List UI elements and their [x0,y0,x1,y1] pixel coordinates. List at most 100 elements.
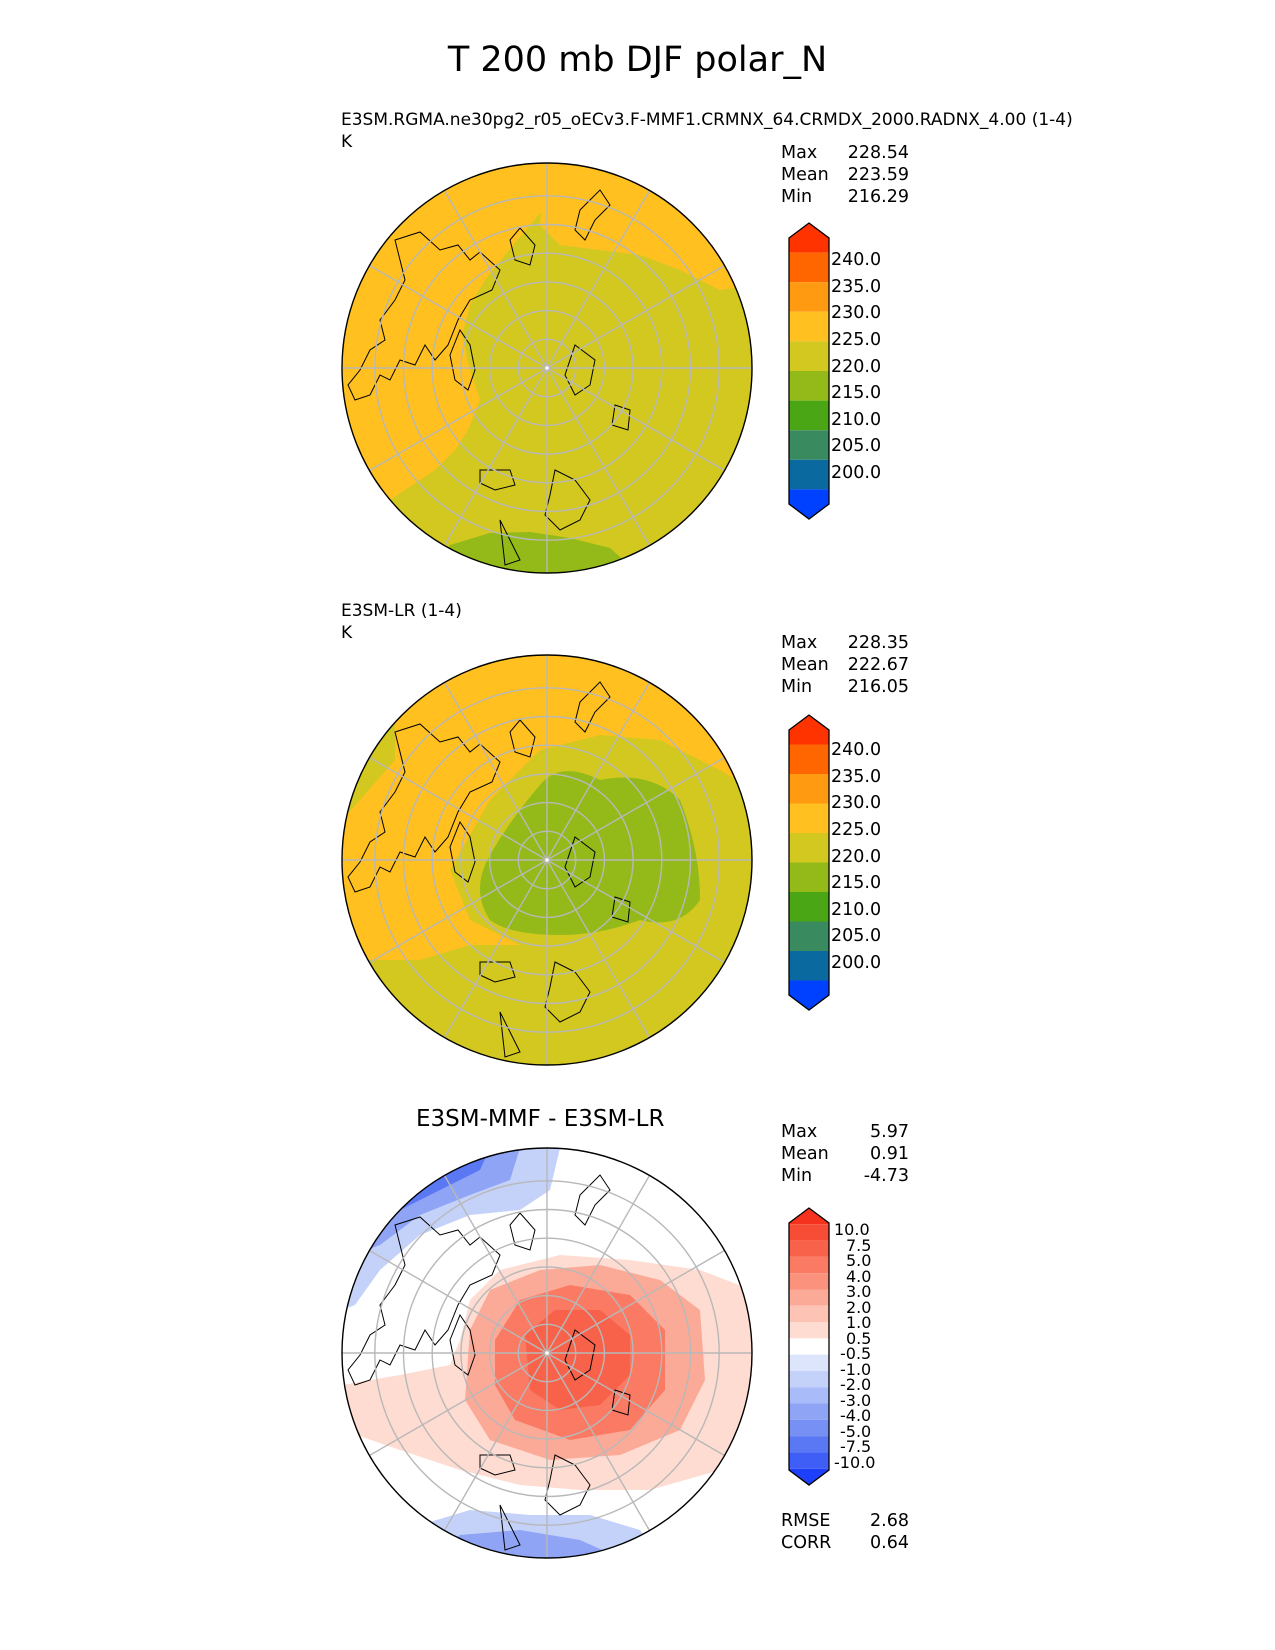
colorbar-tick: 210.0 [831,410,882,430]
colorbar-segment [789,1256,829,1274]
coast-north-america [347,231,501,401]
map-border [341,162,753,574]
diff-metrics: RMSE 2.68 CORR 0.64 [781,1510,909,1554]
colorbar-segment [789,980,829,1010]
meridian-line [546,859,725,964]
stat-mean: Mean 223.59 [781,165,909,185]
diff-stats: Max 5.97 Mean 0.91 Min -4.73 [781,1121,909,1187]
colorbar-tick: -7.5 [840,1437,872,1456]
colorbar-segment [789,1452,829,1469]
colorbar-tick: -2.0 [840,1375,872,1394]
meridian-line [369,1352,548,1457]
colorbar-tick: 215.0 [831,873,882,893]
colorbar-tick: 1.0 [846,1313,872,1332]
colorbar-segment [789,951,829,981]
meridian-line [443,682,548,861]
colorbar-segment [789,1338,829,1355]
colorbar-segment [789,744,829,774]
colorbar-segment [789,252,829,283]
panel2-units: K [341,623,353,643]
colorbar-segment [789,715,829,745]
warm-region-atlantic [342,163,575,520]
colorbar-segment [789,282,829,312]
colorbar-segment [789,400,829,431]
colorbar-tick: 240.0 [831,250,882,270]
colorbar-segment [789,1305,829,1323]
colorbar-tick: 225.0 [831,330,882,350]
meridian-line [546,1249,725,1354]
colorbar-segment [789,1419,829,1437]
colorbar-tick: -5.0 [840,1422,872,1441]
colorbar-tick: 3.0 [846,1282,872,1301]
colorbar-segment [789,1354,829,1371]
meridian-line [369,264,548,369]
figure-title: T 200 mb DJF polar_N [447,40,828,80]
colorbar-segment [789,1370,829,1388]
stat-min: Min 216.29 [781,187,909,207]
diff-panel-title: E3SM-MMF - E3SM-LR [416,1106,665,1132]
stat-max: Max 5.97 [781,1122,909,1142]
colorbar-tick: 5.0 [846,1251,872,1270]
colorbar-tick: -10.0 [834,1453,876,1472]
colorbar-segment [789,1289,829,1306]
colorbar-tick: 225.0 [831,820,882,840]
metric-rmse: RMSE 2.68 [781,1511,909,1531]
panel2-label: E3SM-LR (1-4) [341,601,462,621]
colorbar-segment [789,1468,829,1485]
colorbar-tick: 240.0 [831,740,882,760]
colorbar-segment [789,223,829,253]
meridian-line [546,1175,651,1354]
colorbar-tick: 205.0 [831,926,882,946]
colorbar-tick: 215.0 [831,383,882,403]
colorbar-tick: 2.0 [846,1298,872,1317]
colorbar-segment [789,1240,829,1257]
colorbar-segment [789,892,829,922]
meridian-line [546,756,725,861]
colorbar-segment [789,489,829,519]
colorbar-tick: 7.5 [846,1236,872,1255]
meridian-line [443,190,548,369]
colorbar-tick: 220.0 [831,357,882,377]
meridian-line [546,190,651,369]
meridian-line [546,367,725,472]
colorbar-segment [789,1224,829,1241]
graticule-panel-3 [341,1147,753,1559]
pole-marker [545,366,549,370]
map-border [341,654,753,1066]
stat-max: Max 228.54 [781,143,909,163]
colorbar-tick: -3.0 [840,1391,872,1410]
colorbar-segment [789,921,829,951]
colorbar-segment [789,1322,829,1339]
colorbar-segment [789,1273,829,1290]
graticule-layer [341,162,753,1559]
colorbar-segment [789,774,829,804]
stat-mean: Mean 222.67 [781,655,909,675]
colorbar-tick: -1.0 [840,1360,872,1379]
colorbar-outline [788,222,830,520]
colorbar-segment [789,862,829,892]
meridian-line [546,1352,725,1457]
graticule-panel-1 [341,162,753,574]
stat-mean: Mean 0.91 [781,1144,909,1164]
meridian-line [443,859,548,1038]
meridian-line [369,756,548,861]
stat-min: Min 216.05 [781,677,909,697]
colorbar-outline [788,714,830,1011]
meridian-line [546,1352,651,1531]
panel1-units: K [341,132,353,152]
coast-detail [449,1174,631,1551]
panel1-label: E3SM.RGMA.ne30pg2_r05_oECv3.F-MMF1.CRMNX… [341,110,1073,130]
coast-detail [449,189,631,566]
colorbar-segment [789,1208,829,1225]
colorbar-panel-3 [788,1207,830,1486]
colorbar-tick: 230.0 [831,303,882,323]
metric-corr: CORR 0.64 [781,1533,909,1553]
coast-north-america [347,1216,501,1386]
meridian-line [443,1352,548,1531]
colorbar-tick: 220.0 [831,847,882,867]
colorbar-tick: 235.0 [831,767,882,787]
colorbar-segment [789,430,829,460]
meridian-line [369,859,548,964]
colorbar-tick: 4.0 [846,1267,872,1286]
colorbar-layer [788,222,830,1486]
